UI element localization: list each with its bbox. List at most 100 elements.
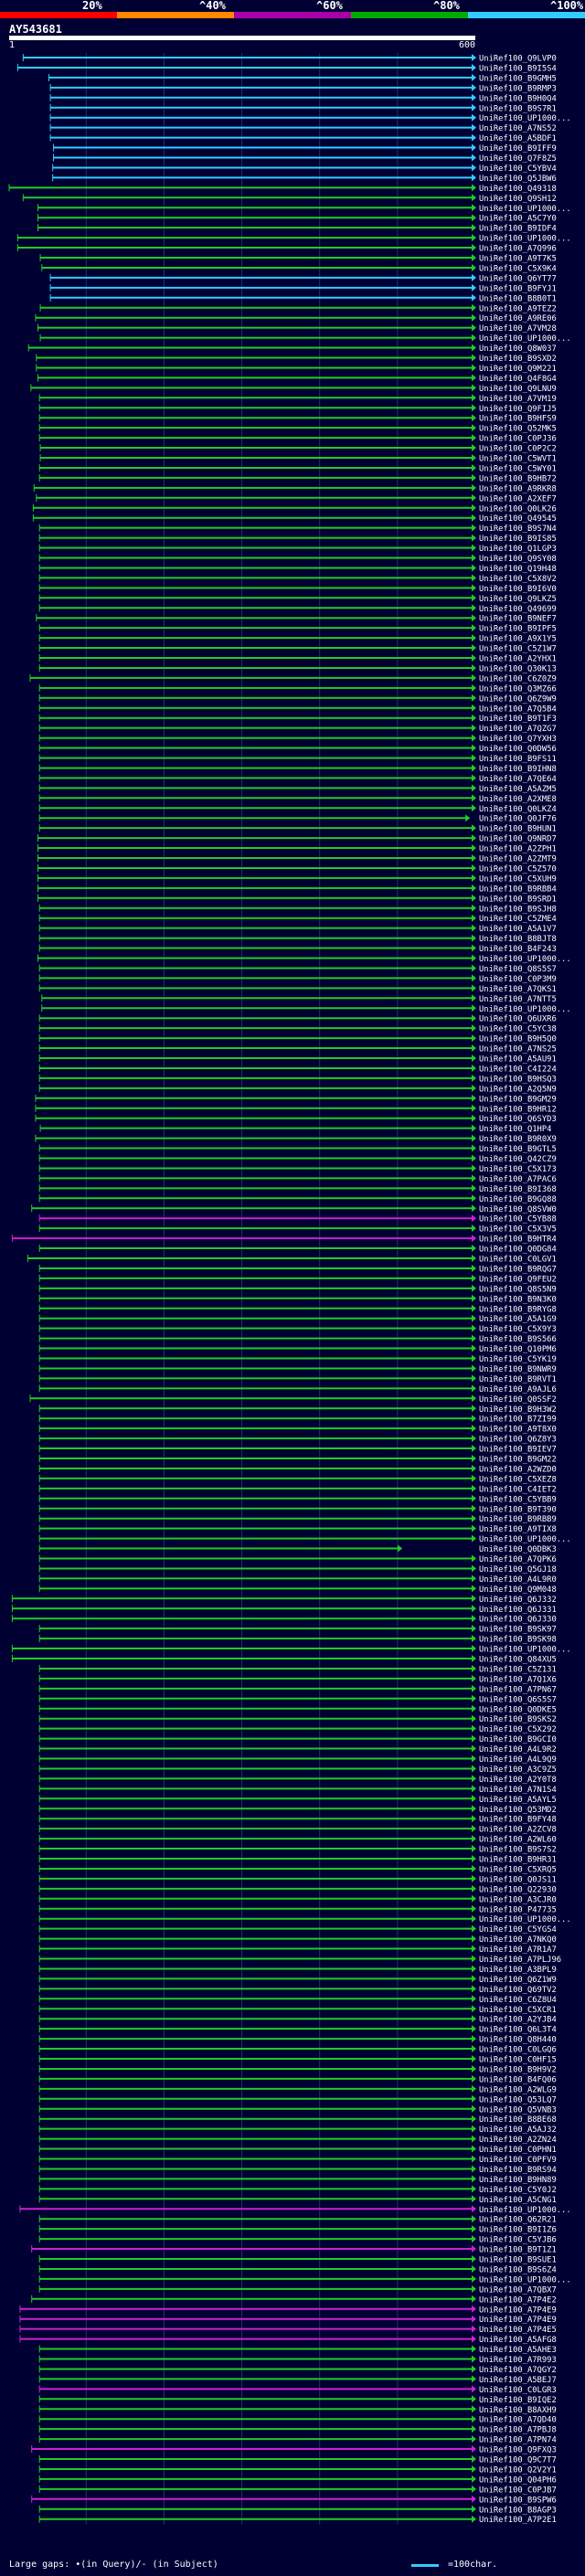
hit-label: UniRef100_B9H0Q4 [479,94,557,103]
hit-label: UniRef100_A7P4E9 [479,2306,557,2315]
hit-row: UniRef100_UP1000... [39,334,571,344]
hit-row: UniRef100_A5AHE3 [38,2345,557,2355]
hit-row: UniRef100_Q5VNB3 [38,2104,557,2115]
hit-label: UniRef100_A3C9Z5 [479,1765,557,1775]
hit-end-arrow [472,1264,476,1272]
hit-label: UniRef100_A7Q5B4 [479,705,557,714]
hit-row: UniRef100_Q0SSF2 [29,1394,557,1405]
hit-label: UniRef100_Q9FEU2 [479,1275,557,1284]
hit-label: UniRef100_Q6SYD3 [479,1115,557,1124]
hit-label: UniRef100_UP1000... [479,334,571,344]
hit-end-arrow [472,1164,476,1172]
hit-end-arrow [472,2315,476,2323]
hit-row: UniRef100_B9IHN8 [38,764,557,774]
hit-end-arrow [472,2495,476,2503]
hit-row: UniRef100_A7NTT5 [41,994,557,1004]
hit-row: UniRef100_Q1LGP3 [38,544,557,554]
hit-row: UniRef100_Q0JF76 [38,814,557,824]
hit-end-arrow [472,614,476,622]
hit-label: UniRef100_A2Q5N9 [479,1085,557,1094]
hit-row: UniRef100_A3CJR0 [38,1894,557,1904]
hit-row: UniRef100_B9NWR9 [38,1364,557,1374]
hit-row: UniRef100_C5X8V2 [38,574,557,584]
hit-label: UniRef100_UP1000... [479,1915,571,1924]
hit-row: UniRef100_A2ZMT9 [37,854,557,864]
hit-row: UniRef100_C5YGS4 [38,1924,557,1935]
hit-end-arrow [472,394,476,402]
hit-row: UniRef100_UP1000... [37,954,571,964]
hit-end-arrow [472,1605,476,1613]
hit-end-arrow [472,1294,476,1302]
hit-row: UniRef100_Q9SY08 [38,554,557,564]
hit-row: UniRef100_B9FYJ1 [49,283,557,293]
hit-label: UniRef100_B9IEV7 [479,1446,557,1455]
hit-label: UniRef100_C5YB88 [479,1215,557,1224]
hit-label: UniRef100_A7QD40 [479,2416,557,2425]
hit-label: UniRef100_A2WLG9 [479,2085,557,2094]
hit-label: UniRef100_Q9FIJ5 [479,405,557,414]
hit-row: UniRef100_A9RE06 [35,313,557,323]
hit-label: UniRef100_Q10PM6 [479,1345,557,1354]
hit-end-arrow [472,424,476,432]
hit-row: UniRef100_A7Q1X6 [38,1674,557,1684]
hit-label: UniRef100_Q0DG84 [479,1246,557,1255]
hit-end-arrow [472,1484,476,1492]
hit-row: UniRef100_C0LGV1 [27,1255,557,1265]
hit-row: UniRef100_Q9LVP0 [22,54,557,64]
hit-row: UniRef100_A9T8X0 [38,1425,557,1435]
hit-label: UniRef100_A5C7Y0 [479,215,557,224]
hit-end-arrow [472,1494,476,1502]
hit-row: UniRef100_C5X3V5 [38,1224,557,1235]
hit-end-arrow [472,774,476,782]
hit-label: UniRef100_A7QZG7 [479,725,557,734]
hit-end-arrow [472,2264,476,2273]
hit-end-arrow [472,2145,476,2153]
hit-label: UniRef100_B9T1Z1 [479,2246,557,2255]
hit-row: UniRef100_Q5GJ18 [38,1564,557,1574]
hit-label: UniRef100_B9HB72 [479,474,557,483]
hit-row: UniRef100_B7ZI99 [38,1415,557,1425]
hit-label: UniRef100_B9S7S2 [479,1846,557,1855]
hit-label: UniRef100_Q8H440 [479,2036,557,2045]
hit-row: UniRef100_Q84XU5 [11,1655,557,1665]
hit-label: UniRef100_A7PAC6 [479,1175,557,1184]
hit-row: UniRef100_B9R0X9 [35,1134,557,1144]
hit-row: UniRef100_Q3MZ66 [38,684,557,694]
hit-end-arrow [472,1134,476,1142]
hit-row: UniRef100_Q4F8G4 [37,374,557,384]
hit-label: UniRef100_B4F243 [479,945,557,954]
hit-row: UniRef100_B9NEF7 [36,614,557,624]
hit-end-arrow [472,2094,476,2103]
hit-label: UniRef100_Q7YXH3 [479,735,557,744]
hit-label: UniRef100_Q04PH6 [479,2475,557,2485]
hit-row: UniRef100_C5YJB6 [38,2235,557,2245]
hit-label: UniRef100_UP1000... [479,235,571,244]
hit-end-arrow [472,1245,476,1253]
hit-label: UniRef100_C0PJ36 [479,435,557,444]
hit-label: UniRef100_Q6J331 [479,1606,557,1615]
hit-row: UniRef100_Q9LKZ5 [38,594,557,604]
hit-label: UniRef100_A7QKS1 [479,985,557,994]
hit-row: UniRef100_C5X9Y3 [38,1324,557,1334]
hit-row: UniRef100_A2ZCV8 [38,1825,557,1835]
hit-row: UniRef100_A5BDF1 [49,133,557,143]
hit-row: UniRef100_Q30K13 [38,663,557,673]
hit-row: UniRef100_A4L9R0 [38,1574,557,1585]
hit-end-arrow [472,1425,476,1433]
hit-row: UniRef100_Q6J331 [11,1605,557,1615]
hit-end-arrow [472,1104,476,1112]
hit-end-arrow [472,2425,476,2433]
hit-end-arrow [472,2035,476,2043]
hit-end-arrow [472,1914,476,1923]
hit-end-arrow [472,1394,476,1403]
hit-end-arrow [472,844,476,853]
hit-row: UniRef100_A9TIX8 [38,1524,557,1534]
hit-end-arrow [472,334,476,342]
legend-swatch [468,12,585,18]
hit-row: UniRef100_A5A1V7 [38,924,557,934]
hit-label: UniRef100_C5X3V5 [479,1225,557,1235]
hit-label: UniRef100_Q6J330 [479,1616,557,1625]
hit-end-arrow [472,194,476,202]
hit-label: UniRef100_Q0DKE5 [479,1705,557,1714]
hit-row: UniRef100_A2WL60 [38,1835,557,1845]
